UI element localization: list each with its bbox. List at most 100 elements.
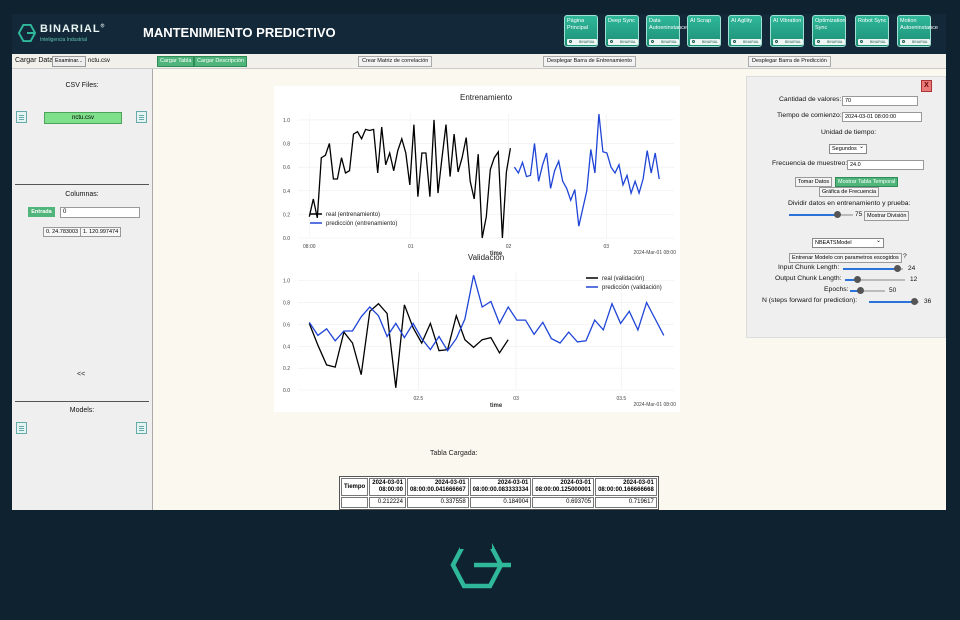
dividir-value: 75 <box>855 211 863 218</box>
unidad-select[interactable]: Segundos <box>829 143 867 154</box>
x-tick-label: 03 <box>513 396 519 402</box>
slider-knob[interactable] <box>857 287 864 294</box>
cantidad-input[interactable]: 70 <box>842 96 918 106</box>
download-file-icon[interactable] <box>136 111 147 123</box>
column-chip[interactable]: 0. 24.783003 <box>43 227 82 237</box>
entrada-input[interactable]: 0 <box>60 207 140 218</box>
series-line-prediccion <box>308 275 665 352</box>
slider-fill <box>843 268 897 270</box>
y-tick-label: 0.0 <box>283 236 290 242</box>
entrenar-button[interactable]: Entrenar Modelo con parametros escogidos <box>789 253 902 263</box>
entrada-button[interactable]: Entrada <box>28 207 55 217</box>
nav-optimization-sync[interactable]: Optimization Sync BINARIAL <box>812 15 846 47</box>
cantidad-label: Cantidad de valores: <box>779 96 842 103</box>
download-model-icon[interactable] <box>136 422 147 434</box>
x-tick-label: 03.5 <box>616 396 626 402</box>
table-header-cell: Tiempo <box>341 478 369 496</box>
header-date: 2024-03-01 <box>372 480 403 486</box>
slider-knob[interactable] <box>853 276 861 283</box>
dividir-slider[interactable] <box>789 211 853 218</box>
mostrar-division-button[interactable]: Mostrar División <box>864 211 910 221</box>
chart-title: Entrenamiento <box>460 93 513 102</box>
power-icon <box>651 40 654 43</box>
table-cell: 0.337558 <box>406 497 469 508</box>
prediction-bar-button[interactable]: Desplegar Barra de Predicción <box>748 56 831 67</box>
loaded-table: Tiempo 2024-03-01 08:00:00 2024-03-01 08:0… <box>339 476 659 510</box>
columns-title: Columnas: <box>65 191 99 198</box>
y-tick-label: 1.0 <box>283 279 290 285</box>
output-chunk-slider[interactable] <box>845 276 905 283</box>
header-time: 08:00:00.166666668 <box>598 487 654 493</box>
input-chunk-value: 24 <box>908 265 916 272</box>
power-icon <box>860 40 863 43</box>
table-header-cell: 2024-03-01 08:00:00.166666668 <box>595 478 657 496</box>
table-row: 0.212224 0.337558 0.184904 0.693705 0.71… <box>341 497 657 508</box>
legend-label: real (validación) <box>602 276 644 282</box>
nav-ai-agility[interactable]: AI Agility BINARIAL <box>728 15 762 47</box>
nav-footer-text: BINARIAL <box>579 40 595 44</box>
charts-svg: Entrenamiento 0.0 0.2 0.4 0.6 0.8 1.0 08:00 01 02… <box>283 93 676 409</box>
training-bar-button[interactable]: Desplegar Barra de Entrenamiento <box>543 56 636 67</box>
y-tick-label: 0.4 <box>283 344 290 350</box>
series-line-prediccion <box>513 113 660 227</box>
nav-data[interactable]: Data Autoeninstance BINARIAL <box>646 15 687 47</box>
nav-footer: BINARIAL <box>731 39 761 45</box>
power-icon <box>775 40 778 43</box>
upload-model-icon[interactable] <box>16 422 27 434</box>
models-title: Models: <box>69 407 95 414</box>
upload-file-icon[interactable] <box>16 111 27 123</box>
series-line-real <box>308 119 512 239</box>
collapse-sidebar-button[interactable]: << <box>77 371 86 378</box>
input-chunk-slider[interactable] <box>843 265 903 272</box>
frecuencia-input[interactable]: 24.0 <box>847 160 924 170</box>
tiempo-input[interactable]: 2024-03-01 08:00:00 <box>842 112 922 122</box>
nav-deep-sync[interactable]: Deep Sync BINARIAL <box>605 15 639 47</box>
nav-ai-scrap[interactable]: AI Scrap BINARIAL <box>687 15 721 47</box>
column-chip[interactable]: 1. 120.997474 <box>80 227 122 237</box>
settings-panel: X Cantidad de valores: 70 Tiempo de comi… <box>746 76 946 338</box>
slider-knob[interactable] <box>893 265 901 272</box>
y-tick-label: 0.4 <box>283 189 290 195</box>
y-tick-label: 0.0 <box>283 388 290 394</box>
x-tick-label: 08:00 <box>303 244 316 250</box>
nav-ai-vibration[interactable]: AI Vibration BINARIAL <box>770 15 804 47</box>
slider-knob[interactable] <box>833 211 841 218</box>
close-panel-button[interactable]: X <box>921 80 932 92</box>
load-description-button[interactable]: Cargar Descripción <box>194 56 248 67</box>
x-tick-label: 01 <box>408 244 414 250</box>
slider-knob[interactable] <box>910 298 918 305</box>
nav-footer-text: BINARIAL <box>785 40 801 44</box>
grafica-frecuencia-button[interactable]: Gráfica de Frecuencia <box>819 187 880 197</box>
header-time: 08:00:00.125000001 <box>535 487 592 493</box>
divider <box>15 401 149 402</box>
nav-pagina-principal[interactable]: Página Principal BINARIAL <box>564 15 598 47</box>
correlation-matrix-button[interactable]: Crear Matriz de correlación <box>358 56 433 67</box>
tomar-datos-button[interactable]: Tomar Datos <box>795 177 833 187</box>
n-steps-slider[interactable] <box>869 298 919 305</box>
nav-label: Motion Autoeninstance <box>900 18 938 31</box>
legend-label: real (entrenamiento) <box>326 212 380 218</box>
x-axis-title: time <box>490 403 503 409</box>
nav-label: Página Principal <box>567 18 589 31</box>
toolbar: Cargar Data: Examinar... nctu.csv Cargar… <box>12 54 946 69</box>
help-icon[interactable]: ? <box>903 253 907 260</box>
y-tick-label: 0.8 <box>283 142 290 148</box>
legend-label: predicción (validación) <box>602 285 662 291</box>
nav-footer-text: BINARIAL <box>743 40 759 44</box>
slider-fill <box>789 214 837 216</box>
y-tick-label: 1.0 <box>283 118 290 124</box>
mostrar-tabla-button[interactable]: Mostrar Tabla Temporal <box>835 177 899 187</box>
model-select[interactable]: NBEATSModel <box>812 237 884 248</box>
nav-footer: BINARIAL <box>773 39 803 45</box>
epochs-slider[interactable] <box>850 287 885 294</box>
slider-fill <box>850 290 861 292</box>
browse-button[interactable]: Examinar... <box>52 56 86 67</box>
load-table-button[interactable]: Cargar Tabla <box>157 56 195 67</box>
table-header-cell: 2024-03-01 08:00:00 <box>369 478 406 496</box>
csv-file-item[interactable]: nctu.csv <box>44 112 122 124</box>
nav-robot-sync[interactable]: Robot Sync BINARIAL <box>855 15 889 47</box>
nav-label: Deep Sync <box>608 18 635 24</box>
divider <box>15 184 149 185</box>
brand-logo[interactable]: BINARIAL® Inteligencia Industrial <box>18 21 138 47</box>
nav-motion[interactable]: Motion Autoeninstance BINARIAL <box>897 15 938 47</box>
